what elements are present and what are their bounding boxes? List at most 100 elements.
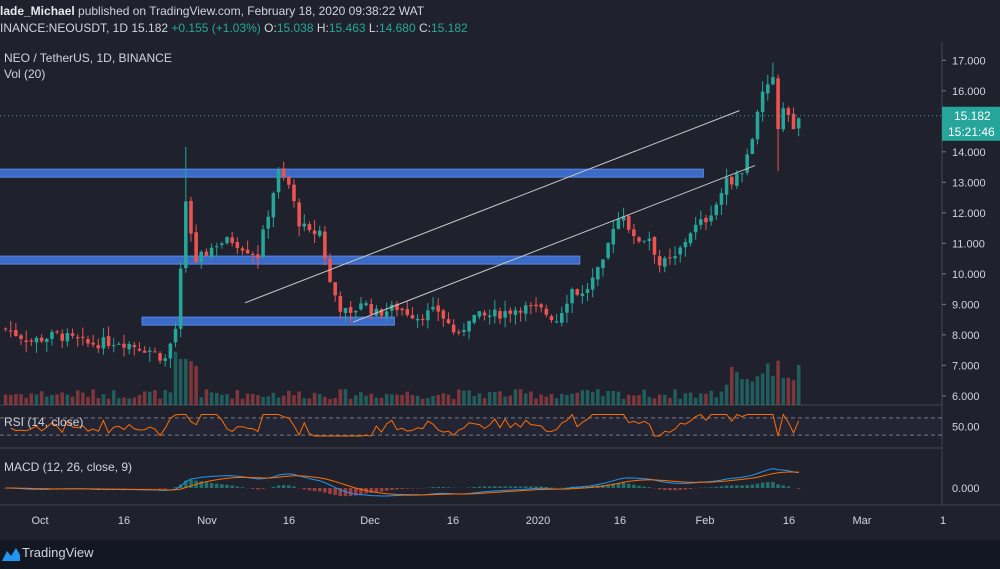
macd-histogram-bar bbox=[771, 482, 775, 488]
volume-bar bbox=[740, 379, 744, 405]
macd-histogram-bar bbox=[657, 488, 662, 490]
macd-histogram-bar bbox=[487, 486, 492, 488]
volume-bar bbox=[462, 390, 466, 405]
volume-bar bbox=[745, 379, 749, 405]
candle-body bbox=[50, 331, 54, 339]
macd-histogram-bar bbox=[724, 485, 729, 488]
volume-bar bbox=[214, 393, 219, 405]
candle-body bbox=[354, 310, 358, 313]
volume-bar bbox=[184, 358, 188, 405]
macd-histogram-bar bbox=[220, 484, 224, 488]
open-label: O: bbox=[264, 21, 277, 35]
macd-histogram-bar bbox=[678, 488, 682, 490]
candle-body bbox=[704, 217, 708, 223]
volume-bar bbox=[75, 390, 80, 405]
time-tick-label: Dec bbox=[360, 515, 380, 527]
macd-histogram-bar bbox=[611, 483, 616, 488]
macd-histogram-bar bbox=[256, 488, 260, 490]
candle-body bbox=[276, 170, 281, 193]
volume-bar bbox=[420, 398, 425, 405]
candle-body bbox=[611, 228, 616, 245]
volume-bar bbox=[451, 398, 456, 405]
volume-bar bbox=[111, 390, 116, 405]
volume-bar bbox=[554, 398, 559, 405]
volume-bar bbox=[153, 390, 157, 405]
volume-bar bbox=[415, 395, 420, 405]
candle-body bbox=[65, 333, 70, 342]
macd-histogram-bar bbox=[184, 480, 188, 488]
candle-body bbox=[333, 282, 337, 296]
brand-name[interactable]: TradingView bbox=[22, 545, 94, 560]
macd-histogram-bar bbox=[276, 485, 281, 488]
macd-histogram-bar bbox=[760, 482, 765, 488]
candle-body bbox=[529, 305, 533, 307]
price-tick-label: 17.000 bbox=[952, 55, 986, 67]
volume-bar bbox=[719, 391, 724, 405]
macd-title[interactable]: MACD (12, 26, close, 9) bbox=[4, 460, 133, 474]
symbol-title[interactable]: NEO / TetherUS, 1D, BINANCE bbox=[4, 51, 172, 65]
resistance-zone bbox=[0, 255, 581, 265]
macd-histogram-bar bbox=[251, 488, 255, 489]
volume-bar bbox=[158, 398, 162, 405]
resistance-zones bbox=[0, 168, 704, 326]
candle-body bbox=[86, 339, 90, 344]
candle-body bbox=[539, 304, 543, 308]
volume-bar bbox=[19, 394, 23, 405]
candle-body bbox=[292, 184, 296, 202]
rsi-title[interactable]: RSI (14, close) bbox=[4, 415, 84, 429]
price-chart[interactable]: 50.00 0.000 6.0007.0008.0009.00010.00011… bbox=[0, 0, 1000, 540]
macd-histogram-bar bbox=[369, 488, 373, 493]
candle-body bbox=[379, 309, 384, 316]
macd-histogram-bar bbox=[477, 486, 482, 488]
candle-body bbox=[776, 78, 780, 130]
candle-body bbox=[287, 176, 291, 185]
time-tick-label: 16 bbox=[283, 515, 295, 527]
candle-body bbox=[714, 204, 719, 216]
volume-bar bbox=[637, 395, 641, 405]
volume-bar bbox=[663, 394, 667, 405]
candle-body bbox=[755, 111, 760, 140]
candle-body bbox=[19, 335, 23, 339]
candle-body bbox=[245, 249, 250, 254]
macd-histogram-bar bbox=[493, 486, 497, 488]
price-tick-label: 11.000 bbox=[952, 238, 985, 250]
volume-bar bbox=[194, 365, 198, 405]
macd-histogram-bar bbox=[446, 487, 451, 488]
macd-histogram-bar bbox=[240, 487, 245, 488]
volume-bar bbox=[91, 389, 95, 405]
candle-body bbox=[580, 293, 585, 296]
candle-body bbox=[791, 113, 796, 130]
candle-body bbox=[719, 193, 724, 205]
candle-body bbox=[513, 310, 518, 315]
candle-body bbox=[498, 311, 502, 319]
high-value: 15.463 bbox=[328, 21, 366, 35]
close-value: 15.182 bbox=[430, 21, 468, 35]
candle-body bbox=[796, 118, 801, 129]
volume-bar bbox=[590, 391, 595, 405]
volume-bar bbox=[704, 393, 708, 405]
candle-body bbox=[415, 318, 420, 321]
candle-body bbox=[91, 342, 95, 345]
macd-histogram-bar bbox=[688, 488, 693, 489]
candle-body bbox=[348, 307, 353, 313]
volume-title[interactable]: Vol (20) bbox=[4, 67, 46, 81]
macd-histogram-bar bbox=[400, 488, 404, 489]
macd-histogram-bar bbox=[544, 487, 549, 488]
time-tick-label: Oct bbox=[31, 515, 48, 527]
volume-bar bbox=[400, 394, 404, 405]
volume-bar bbox=[580, 390, 585, 405]
author-name[interactable]: lade_Michael bbox=[0, 4, 75, 18]
macd-histogram-bar bbox=[379, 488, 384, 492]
time-tick-label: 16 bbox=[118, 515, 130, 527]
volume-bar bbox=[596, 389, 600, 405]
volume-bar bbox=[178, 358, 183, 405]
macd-histogram-bar bbox=[323, 488, 327, 493]
volume-bar bbox=[245, 393, 250, 405]
macd-histogram-bar bbox=[45, 488, 49, 489]
volume-bar bbox=[251, 394, 255, 405]
high-label: H: bbox=[316, 21, 329, 35]
macd-histogram-bar bbox=[384, 488, 389, 491]
volume-bar bbox=[173, 351, 178, 405]
volume-bar bbox=[369, 393, 373, 405]
candle-body bbox=[420, 318, 425, 321]
